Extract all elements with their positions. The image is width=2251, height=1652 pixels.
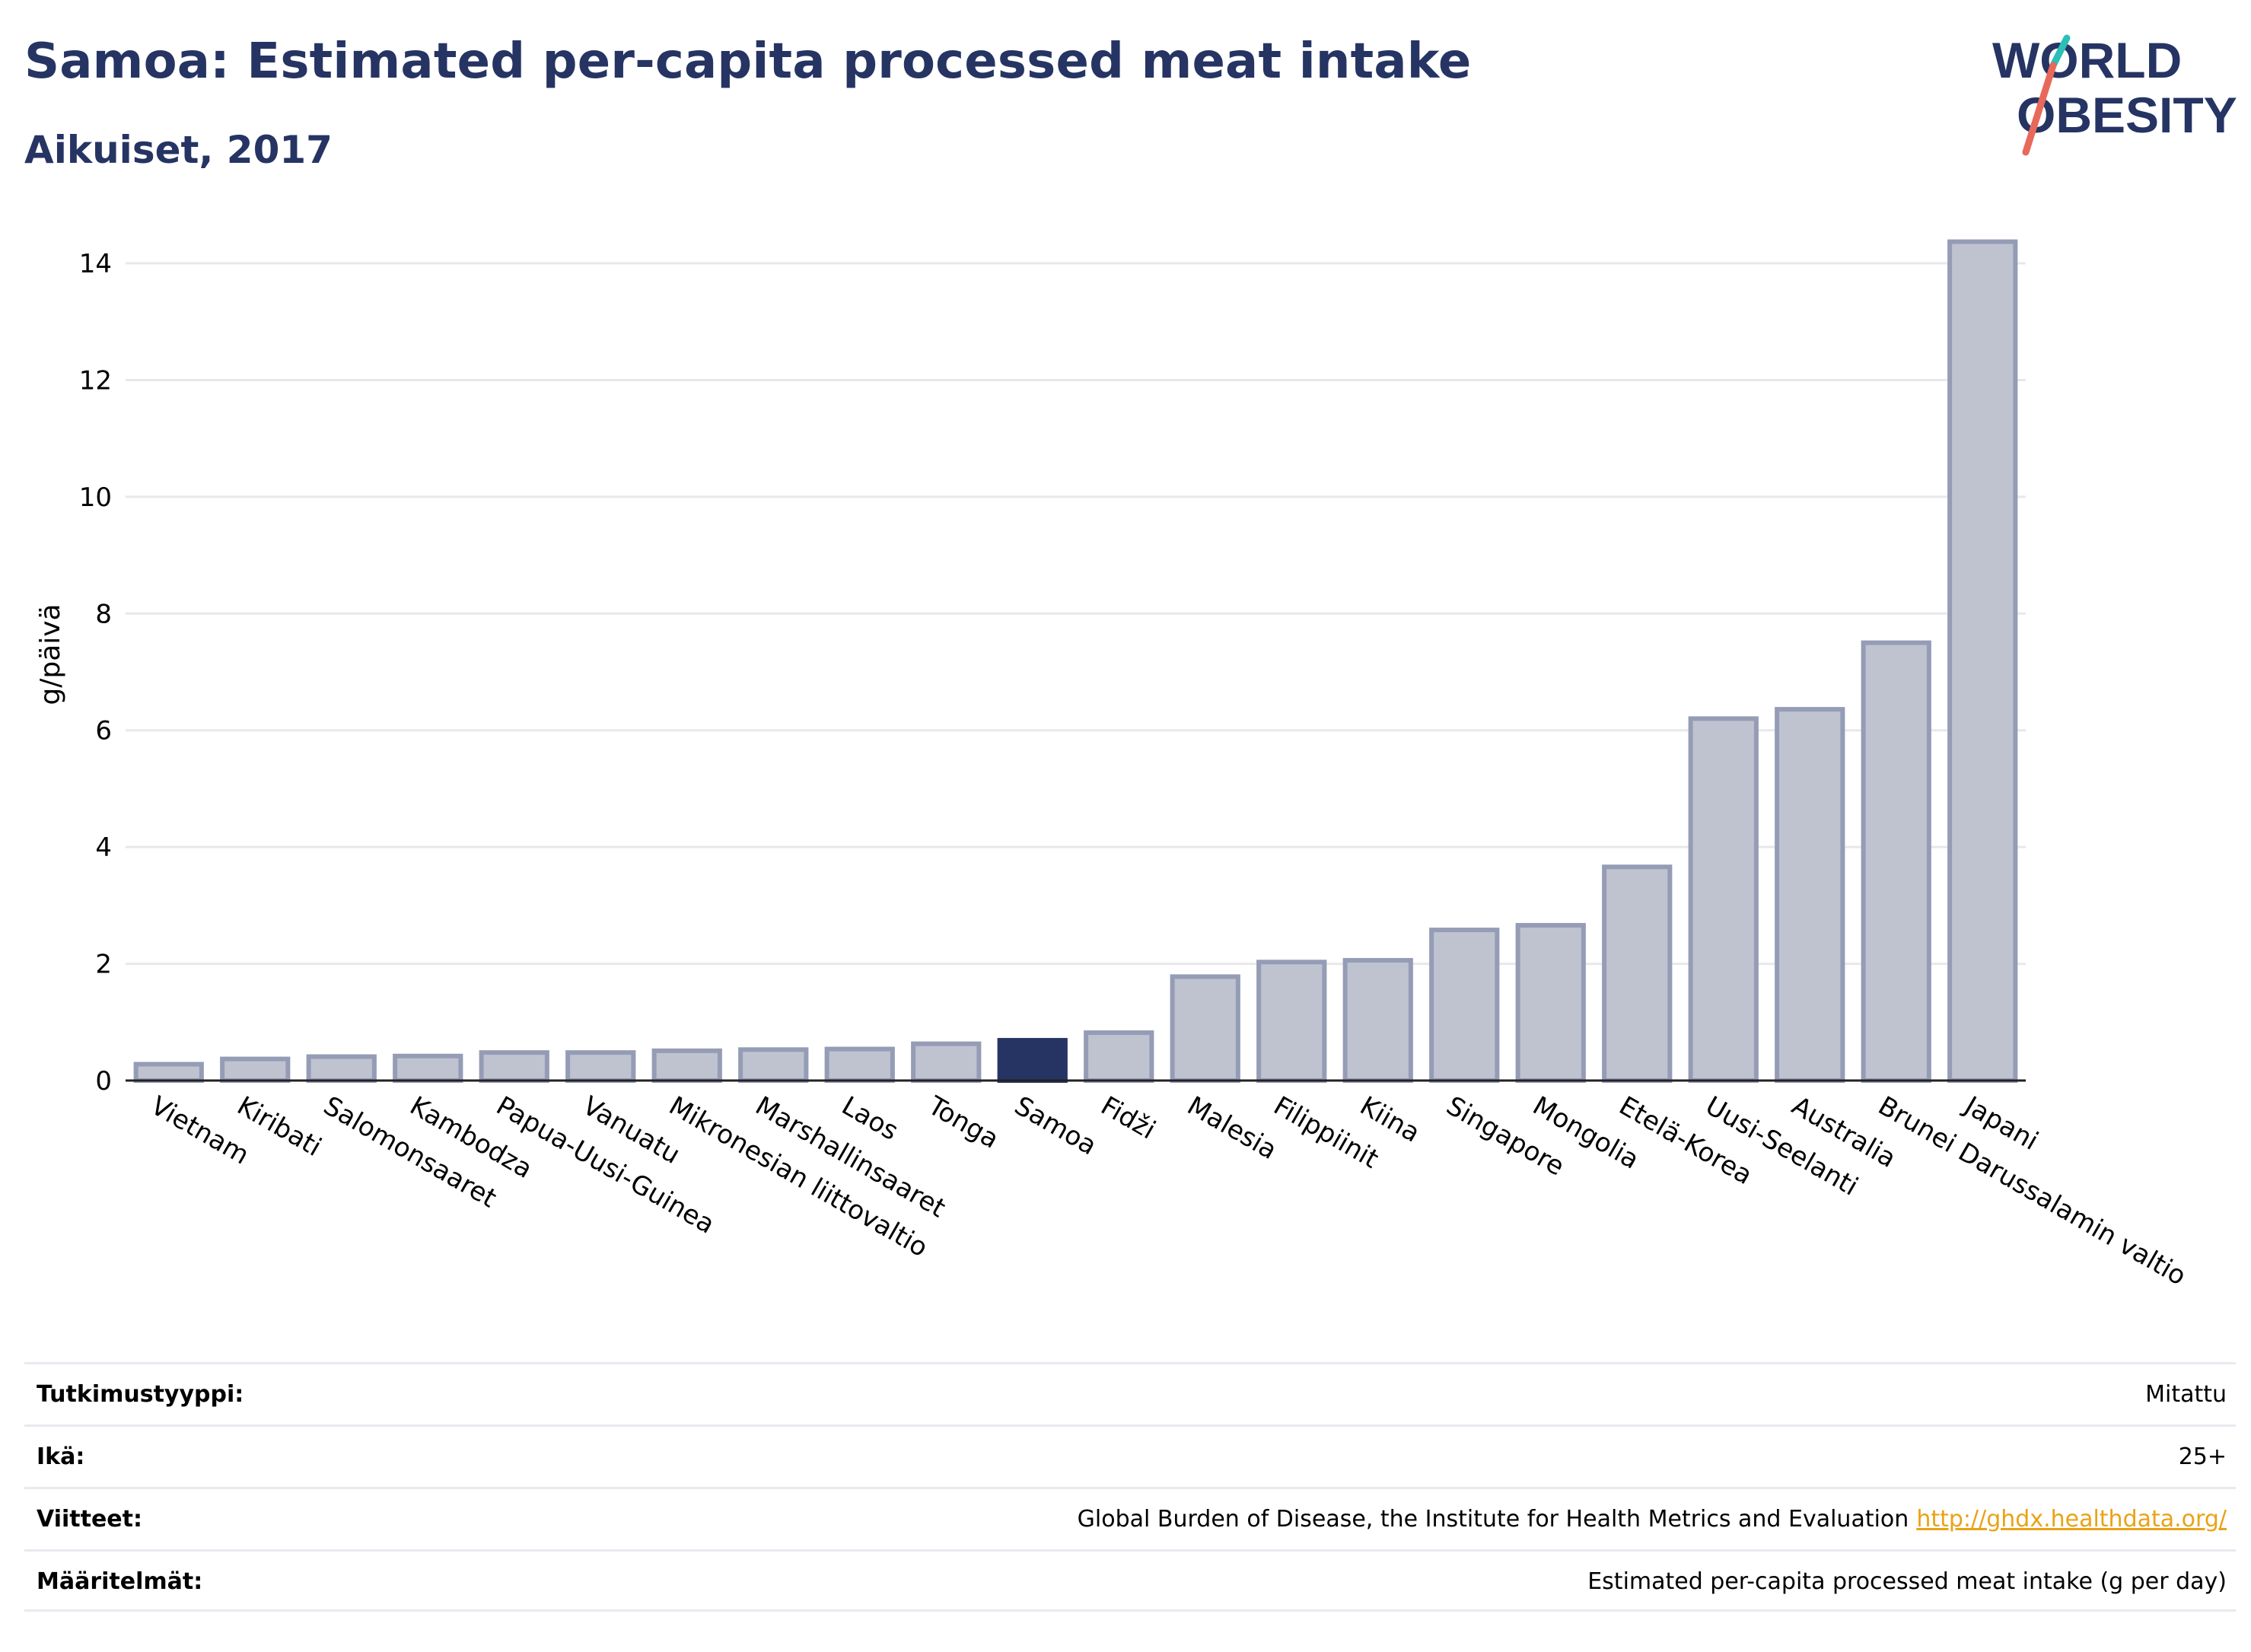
logo-line2: OBESITY bbox=[2017, 87, 2237, 143]
info-table: Tutkimustyyppi: Mitattu Ikä: 25+ Viittee… bbox=[24, 1362, 2236, 1612]
bar bbox=[1084, 1030, 1154, 1084]
info-value: 25+ bbox=[2178, 1444, 2227, 1470]
world-obesity-logo: WORLD OBESITY bbox=[1992, 32, 2237, 156]
x-tick-labels: VietnamKiribatiSalomonsaaretKambodzaPapu… bbox=[145, 1090, 2191, 1291]
y-tick-label: 4 bbox=[95, 832, 112, 863]
bar bbox=[479, 1050, 549, 1084]
bar bbox=[306, 1054, 377, 1084]
bar bbox=[1429, 928, 1500, 1083]
info-label: Määritelmät: bbox=[37, 1568, 203, 1595]
bar bbox=[1515, 922, 1586, 1083]
y-tick-label: 2 bbox=[95, 950, 112, 980]
bar bbox=[738, 1047, 809, 1083]
info-label: Viitteet: bbox=[37, 1506, 142, 1533]
bar bbox=[1602, 864, 1673, 1084]
x-tick-label: Vietnam bbox=[145, 1090, 254, 1171]
bar bbox=[220, 1056, 291, 1084]
info-value: Mitattu bbox=[2145, 1381, 2227, 1408]
y-tick-label: 0 bbox=[95, 1066, 112, 1097]
bar bbox=[1861, 640, 1931, 1083]
logo-slash-coral bbox=[2022, 62, 2057, 156]
references-link[interactable]: http://ghdx.healthdata.org/ bbox=[1916, 1506, 2227, 1533]
chart-subtitle: Aikuiset, 2017 bbox=[24, 128, 333, 172]
chart-title: Samoa: Estimated per-capita processed me… bbox=[24, 33, 1472, 90]
logo-line1: WORLD bbox=[1992, 32, 2182, 88]
bar bbox=[824, 1046, 895, 1083]
y-tick-label: 12 bbox=[79, 365, 112, 396]
info-label: Tutkimustyyppi: bbox=[37, 1381, 244, 1408]
info-row-definitions: Määritelmät: Estimated per-capita proces… bbox=[24, 1549, 2236, 1612]
bar bbox=[1342, 957, 1413, 1084]
bar bbox=[651, 1048, 722, 1083]
bar-highlighted bbox=[997, 1038, 1068, 1083]
bar bbox=[1947, 239, 2018, 1084]
y-tick-label: 8 bbox=[95, 599, 112, 629]
y-axis-label: g/päivä bbox=[35, 603, 66, 705]
bar bbox=[393, 1053, 463, 1083]
y-tick-label: 6 bbox=[95, 716, 112, 746]
x-tick-label: Malesia bbox=[1182, 1090, 1282, 1166]
info-row-references: Viitteet: Global Burden of Disease, the … bbox=[24, 1487, 2236, 1549]
y-tick-labels: 0 2 4 6 8 10 12 14 bbox=[79, 249, 112, 1097]
x-tick-label: Brunei Darussalamin valtio bbox=[1873, 1090, 2191, 1291]
bar bbox=[1775, 707, 1845, 1084]
y-tick-label: 10 bbox=[79, 482, 112, 513]
bar bbox=[911, 1041, 982, 1084]
info-row-study-type: Tutkimustyyppi: Mitattu bbox=[24, 1362, 2236, 1424]
references-text: Global Burden of Disease, the Institute … bbox=[1077, 1506, 1909, 1533]
bar bbox=[565, 1050, 636, 1084]
logo-slash-teal bbox=[2049, 34, 2071, 69]
x-tick-label: Samoa bbox=[1009, 1090, 1101, 1161]
bar bbox=[1170, 974, 1240, 1083]
bars bbox=[133, 239, 2018, 1084]
info-value-references: Global Burden of Disease, the Institute … bbox=[1078, 1506, 2227, 1533]
bar bbox=[1256, 960, 1327, 1083]
bar bbox=[1688, 716, 1759, 1083]
info-label: Ikä: bbox=[37, 1444, 85, 1470]
x-tick-label: Fidži bbox=[1096, 1090, 1161, 1145]
y-tick-label: 14 bbox=[79, 249, 112, 279]
bar-chart: 0 2 4 6 8 10 12 14 VietnamKiribatiSalomonsaaret… bbox=[35, 239, 2191, 1292]
info-row-age: Ikä: 25+ bbox=[24, 1424, 2236, 1487]
bar bbox=[133, 1062, 204, 1083]
x-tick-label: Tonga bbox=[922, 1090, 1004, 1155]
info-value: Estimated per-capita processed meat inta… bbox=[1587, 1568, 2227, 1595]
